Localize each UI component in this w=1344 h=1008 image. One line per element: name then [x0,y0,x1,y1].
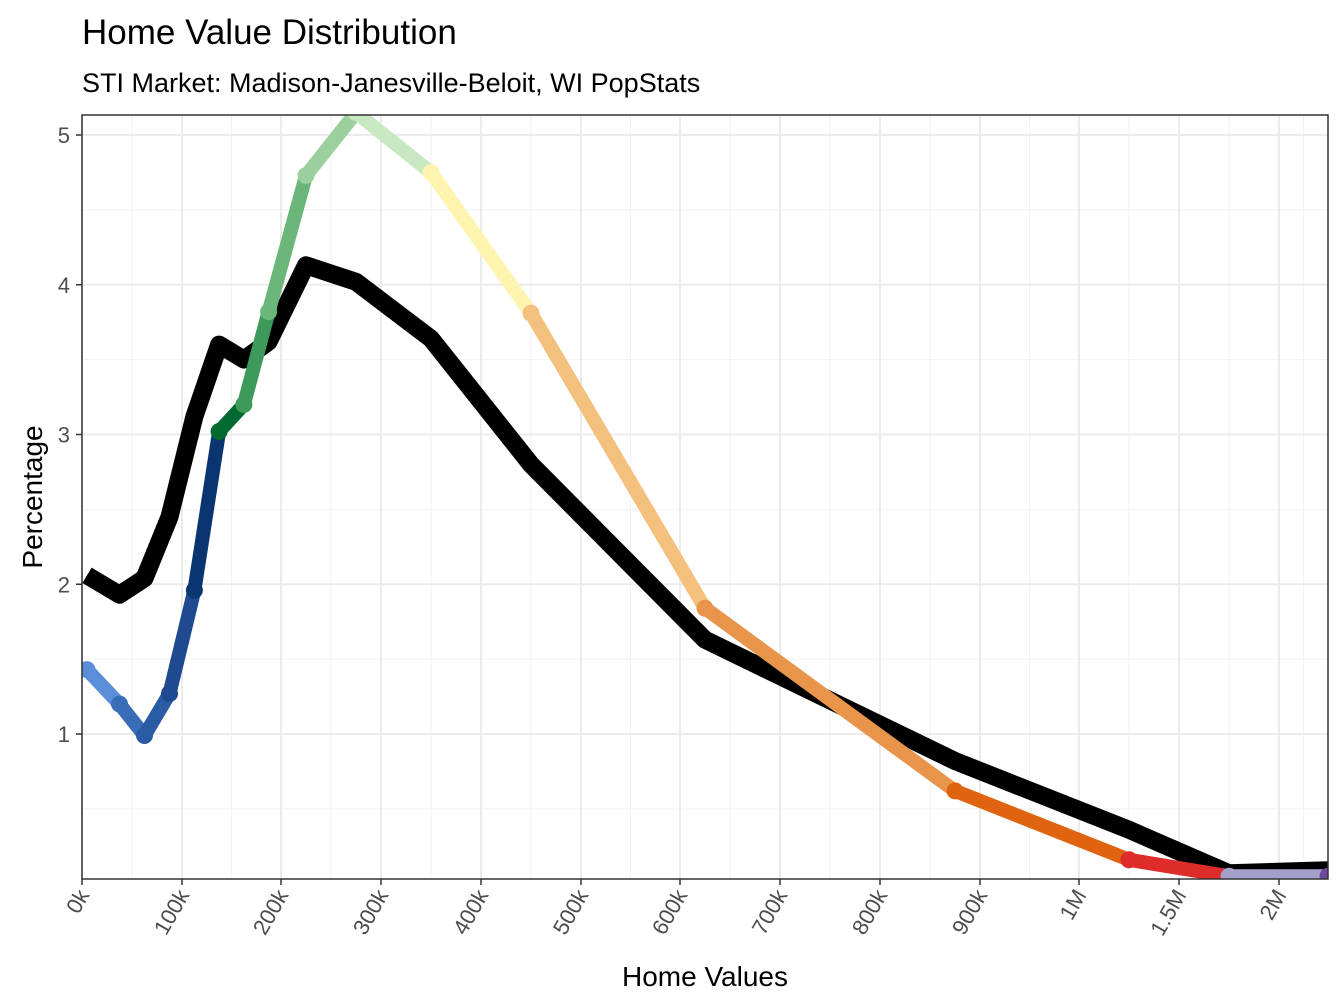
y-tick-label: 1 [58,722,70,747]
x-tick-label: 600k [647,884,693,939]
series-1 [82,115,1328,879]
series-segment [261,168,313,319]
data-point [347,115,365,122]
chart-title: Home Value Distribution [82,13,457,52]
x-tick-label: 500k [548,884,594,939]
data-point [161,685,178,703]
data-point [1220,867,1238,879]
x-tick-label: 200k [248,884,294,939]
series-segment [698,601,962,798]
series-segment [349,115,438,180]
series-segment [524,306,712,616]
major-gridlines [81,115,1328,879]
plot-panel-border [81,114,1329,880]
data-point [111,695,128,713]
data-point [297,166,315,184]
x-axis: 0k 100k 200k 300k 400k 500k 600k 700k 800k 900k 1M… [61,879,1291,940]
x-tick-label: 900k [947,884,993,939]
x-tick-label: 400k [448,884,494,939]
x-tick-label: 1M [1054,885,1091,924]
series-segment [948,783,1136,867]
series-layer [82,115,1328,879]
data-point [696,599,714,617]
x-tick-label: 2M [1254,885,1291,924]
series-line-market [82,256,1328,879]
series-segment [162,583,202,701]
series-segment [187,424,227,598]
data-point [1120,851,1138,869]
chart-subtitle: STI Market: Madison-Janesville-Beloit, W… [82,68,700,98]
minor-gridlines [82,115,1328,879]
data-point [260,303,278,321]
x-tick-label: 300k [348,884,394,939]
series-segment [236,304,276,412]
series-0 [82,256,1328,879]
y-tick-label: 5 [58,123,70,148]
data-point [82,661,96,679]
x-tick-label: 100k [149,884,195,939]
y-tick-label: 2 [58,572,70,597]
data-point [185,581,203,599]
y-tick-label: 3 [58,423,70,448]
data-point [522,304,540,322]
y-tick-label: 4 [58,273,70,298]
x-tick-label: 700k [747,884,793,939]
data-point [136,726,153,744]
data-point [422,163,440,181]
x-tick-label: 0k [61,884,95,917]
data-point [1319,867,1328,879]
x-tick-label: 1.5M [1145,885,1191,940]
data-point [210,423,228,441]
x-axis-title: Home Values [622,961,788,992]
series-segment [424,165,538,321]
series-segment [299,115,363,183]
data-point [235,396,253,414]
data-point [946,782,964,800]
series-segment [1122,852,1236,879]
y-axis-title: Percentage [17,425,48,568]
y-axis: 1 2 3 4 5 [58,123,82,747]
x-tick-label: 800k [847,884,893,939]
